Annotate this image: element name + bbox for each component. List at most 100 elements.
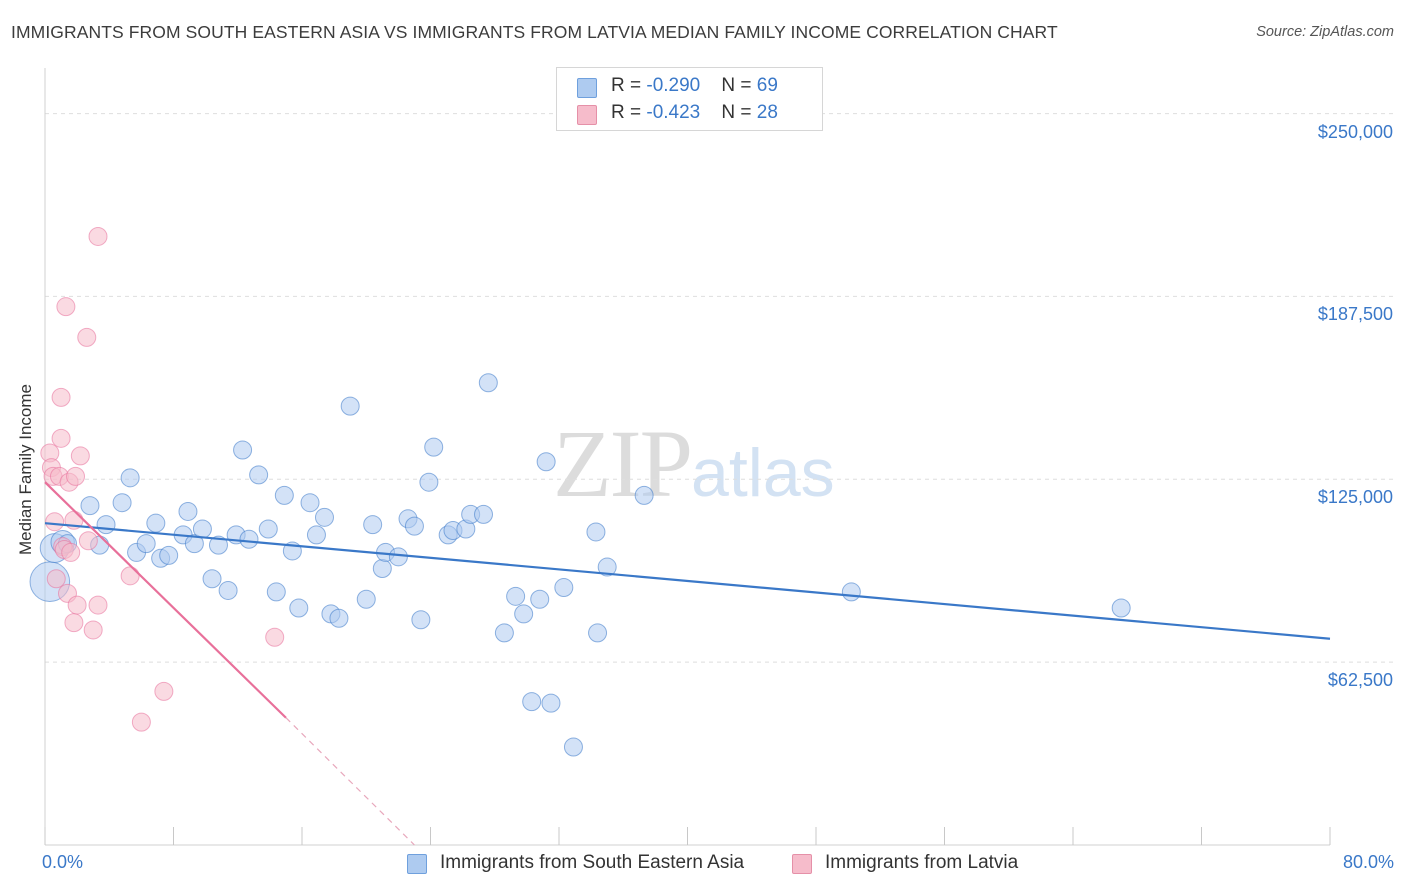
chart-title: IMMIGRANTS FROM SOUTH EASTERN ASIA VS IM… — [11, 22, 1058, 42]
sea-point — [136, 534, 156, 554]
sea-point — [192, 519, 212, 539]
sea-point — [554, 578, 574, 598]
sea-point — [208, 535, 228, 555]
sea-point — [314, 507, 334, 527]
sea-point — [274, 485, 294, 505]
sea-point — [586, 522, 606, 542]
sea-point — [563, 737, 583, 757]
legend-swatch-latvia — [577, 105, 597, 125]
latvia-point — [70, 446, 90, 466]
bottom-legend-swatch-sea — [407, 854, 427, 874]
sea-point — [96, 515, 116, 535]
latvia-point — [51, 387, 71, 407]
trend-lines — [44, 481, 1331, 846]
sea-point — [411, 610, 431, 630]
sea-point — [404, 516, 424, 536]
sea-point — [494, 623, 514, 643]
latvia-point — [83, 620, 103, 640]
latvia-point — [78, 531, 98, 551]
latvia-point — [88, 595, 108, 615]
legend-swatch-sea — [577, 78, 597, 98]
latvia-point — [120, 566, 140, 586]
sea-point — [536, 452, 556, 472]
y-tick-label: $62,500 — [1327, 670, 1393, 691]
bottom-legend-label-sea: Immigrants from South Eastern Asia — [440, 852, 745, 873]
sea-point — [306, 525, 326, 545]
latvia-point — [56, 297, 76, 317]
sea-point — [266, 582, 286, 602]
sea-point — [239, 529, 259, 549]
sea-point — [588, 623, 608, 643]
sea-point — [249, 465, 269, 485]
legend-r-label: R = — [611, 75, 647, 96]
correlation-legend: R = -0.290 N = 69 R = -0.423 N = 28 — [556, 67, 823, 131]
latvia-point — [61, 542, 81, 562]
watermark-zip: ZIP — [553, 410, 693, 517]
sea-point — [146, 513, 166, 533]
latvia-point — [67, 595, 87, 615]
sea-point — [424, 437, 444, 457]
sea-point — [541, 693, 561, 713]
sea-point — [300, 493, 320, 513]
latvia-point — [88, 226, 108, 246]
bottom-legend-label-latvia: Immigrants from Latvia — [825, 852, 1019, 873]
legend-n-value: 28 — [756, 102, 778, 123]
watermark: ZIPatlas — [553, 408, 835, 519]
sea-point — [184, 534, 204, 554]
x-tick-label: 0.0% — [42, 852, 84, 872]
sea-point — [388, 547, 408, 567]
legend-n-label: N = — [721, 75, 757, 96]
x-tick-label: 80.0% — [1342, 852, 1394, 872]
sea-point — [202, 569, 222, 589]
sea-point — [178, 501, 198, 521]
latvia-point — [265, 627, 285, 647]
latvia-point — [51, 428, 71, 448]
latvia-point — [45, 512, 65, 532]
gridlines — [45, 113, 1395, 663]
watermark-atlas: atlas — [691, 435, 835, 511]
sea-point — [372, 559, 392, 579]
sea-point — [506, 586, 526, 606]
latvia-point — [154, 681, 174, 701]
legend-r-label: R = — [611, 102, 647, 123]
legend-r-value: -0.423 — [646, 102, 701, 123]
sea-point — [80, 496, 100, 516]
source-label: Source: ZipAtlas.com — [1256, 24, 1394, 40]
sea-point — [356, 589, 376, 609]
sea-point — [634, 485, 654, 505]
sea-point — [329, 608, 349, 628]
latvia-trend-extension — [285, 717, 415, 846]
latvia-point — [77, 327, 97, 347]
sea-point — [159, 545, 179, 565]
sea-point — [233, 440, 253, 460]
latvia-point — [46, 569, 66, 589]
y-tick-label: $187,500 — [1317, 304, 1393, 325]
latvia-point — [64, 613, 84, 633]
sea-point — [340, 396, 360, 416]
latvia-trend-line — [44, 481, 287, 719]
y-tick-label: $125,000 — [1317, 487, 1393, 508]
sea-point — [474, 504, 494, 524]
sea-point — [363, 515, 383, 535]
sea-point — [112, 493, 132, 513]
y-tick-label: $250,000 — [1317, 121, 1393, 142]
data-points — [29, 226, 1131, 757]
sea-point — [120, 468, 140, 488]
sea-point — [478, 373, 498, 393]
y-axis-title: Median Family Income — [16, 383, 35, 555]
sea-point — [289, 598, 309, 618]
legend-r-value: -0.290 — [646, 75, 701, 96]
bottom-legend-swatch-latvia — [792, 854, 812, 874]
sea-point — [530, 589, 550, 609]
sea-point — [841, 582, 861, 602]
legend-n-label: N = — [721, 102, 757, 123]
legend-n-value: 69 — [756, 75, 778, 96]
latvia-point — [131, 712, 151, 732]
latvia-point — [66, 466, 86, 486]
sea-point — [218, 580, 238, 600]
sea-point — [514, 604, 534, 624]
sea-point — [258, 519, 278, 539]
sea-point — [419, 472, 439, 492]
sea-point — [522, 692, 542, 712]
